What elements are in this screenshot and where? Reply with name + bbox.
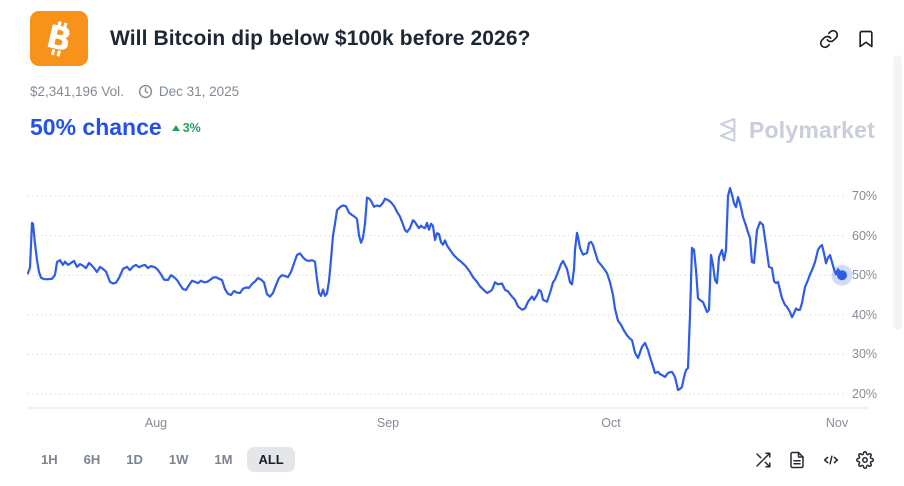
chance-value: 50% chance bbox=[30, 114, 162, 140]
range-button-all[interactable]: ALL bbox=[247, 447, 295, 472]
range-button-6h[interactable]: 6H bbox=[73, 447, 112, 472]
y-tick-label: 40% bbox=[852, 307, 878, 322]
triangle-up-icon bbox=[171, 125, 180, 131]
end-date-label: Dec 31, 2025 bbox=[158, 84, 240, 99]
compare-shuffle-icon[interactable] bbox=[754, 451, 772, 469]
range-button-1w[interactable]: 1W bbox=[158, 447, 200, 472]
x-tick-label: Sep bbox=[376, 416, 400, 430]
scrollbar-thumb[interactable] bbox=[893, 55, 902, 330]
chart-tools bbox=[754, 450, 874, 469]
polymarket-watermark: Polymarket bbox=[715, 116, 875, 144]
market-meta: $2,341,196 Vol. Dec 31, 2025 bbox=[30, 84, 239, 99]
probability-line bbox=[26, 187, 844, 392]
range-button-1d[interactable]: 1D bbox=[115, 447, 154, 472]
chance-change: 3% bbox=[171, 121, 201, 135]
chart-controls: 1H 6H 1D 1W 1M ALL bbox=[30, 446, 874, 473]
rules-document-icon[interactable] bbox=[788, 451, 806, 469]
watermark-label: Polymarket bbox=[748, 116, 875, 143]
y-tick-label: 50% bbox=[852, 268, 878, 283]
chart-svg[interactable] bbox=[0, 180, 904, 416]
range-button-1m[interactable]: 1M bbox=[203, 447, 243, 472]
y-tick-label: 60% bbox=[852, 228, 878, 243]
x-tick-label: Oct bbox=[601, 416, 621, 430]
range-buttons: 1H 6H 1D 1W 1M ALL bbox=[30, 447, 295, 472]
x-tick-label: Nov bbox=[825, 416, 849, 430]
clock-icon bbox=[138, 84, 153, 99]
range-button-1h[interactable]: 1H bbox=[30, 447, 69, 472]
market-title: Will Bitcoin dip below $100k before 2026… bbox=[110, 26, 531, 50]
settings-gear-icon[interactable] bbox=[856, 450, 874, 469]
volume-label: $2,341,196 Vol. bbox=[30, 84, 124, 99]
chance-change-value: 3% bbox=[182, 121, 201, 135]
y-tick-label: 30% bbox=[852, 347, 878, 362]
y-tick-label: 20% bbox=[852, 387, 878, 401]
bitcoin-icon: B bbox=[30, 11, 88, 66]
y-tick-label: 70% bbox=[852, 189, 878, 203]
polymarket-logo-icon bbox=[719, 117, 736, 143]
bookmark-icon[interactable] bbox=[856, 29, 876, 49]
copy-link-icon[interactable] bbox=[819, 29, 839, 49]
x-tick-label: Aug bbox=[144, 416, 168, 430]
chance-row: 50% chance 3% bbox=[30, 114, 201, 141]
header-actions bbox=[819, 29, 876, 49]
end-point-dot bbox=[837, 270, 847, 281]
embed-code-icon[interactable] bbox=[822, 451, 840, 469]
